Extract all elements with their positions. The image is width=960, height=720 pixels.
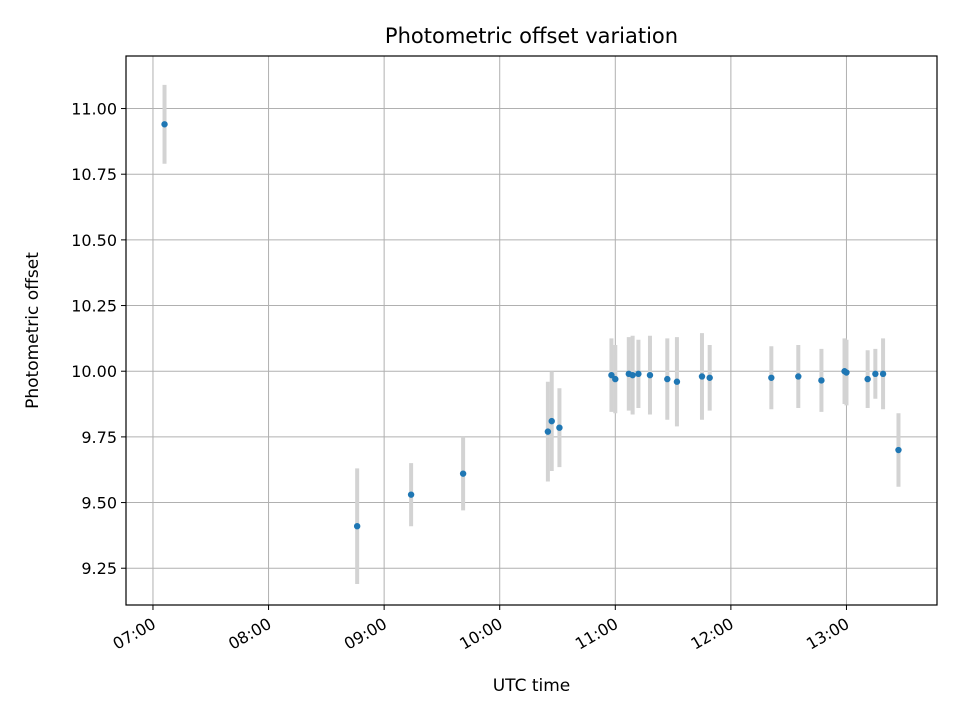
x-tick-label: 07:00 bbox=[110, 614, 159, 654]
x-axis-title: UTC time bbox=[493, 676, 571, 696]
y-tick-label: 9.75 bbox=[81, 428, 117, 447]
data-point bbox=[872, 370, 879, 378]
data-point bbox=[629, 371, 636, 379]
y-tick-label: 10.00 bbox=[71, 362, 117, 381]
y-axis-title: Photometric offset bbox=[23, 252, 43, 409]
error-bars bbox=[162, 84, 901, 584]
data-point bbox=[161, 121, 168, 128]
data-point bbox=[635, 370, 642, 378]
data-point bbox=[544, 428, 552, 435]
x-tick-label: 09:00 bbox=[341, 614, 390, 654]
data-point bbox=[698, 373, 706, 380]
data-point bbox=[459, 470, 467, 477]
plot-frame bbox=[125, 55, 938, 606]
data-point bbox=[843, 369, 850, 376]
data-point bbox=[795, 373, 802, 380]
data-point bbox=[664, 375, 671, 383]
y-tick-label: 10.50 bbox=[71, 231, 117, 250]
y-axis: 9.25 9.50 9.75 10.00 10.25 10.50 10.75 11.00 bbox=[71, 100, 126, 578]
chart-title: Photometric offset variation bbox=[385, 24, 678, 48]
data-points bbox=[161, 121, 902, 530]
data-point bbox=[548, 417, 555, 425]
data-point bbox=[673, 378, 681, 385]
data-point bbox=[608, 371, 615, 379]
data-point bbox=[646, 371, 654, 379]
data-point bbox=[768, 374, 775, 381]
y-tick-label: 9.25 bbox=[81, 559, 117, 578]
x-tick-label: 12:00 bbox=[687, 614, 736, 654]
data-point bbox=[706, 374, 713, 381]
data-point bbox=[818, 377, 825, 384]
y-tick-label: 11.00 bbox=[71, 100, 117, 119]
data-point bbox=[556, 424, 563, 431]
y-tick-label: 9.50 bbox=[81, 494, 117, 513]
data-point bbox=[353, 522, 361, 530]
x-tick-label: 13:00 bbox=[803, 614, 852, 654]
x-tick-label: 10:00 bbox=[456, 614, 505, 654]
x-tick-label: 08:00 bbox=[225, 614, 274, 654]
data-point bbox=[864, 375, 871, 383]
data-point bbox=[407, 491, 415, 498]
x-tick-label: 11:00 bbox=[572, 614, 621, 654]
grid bbox=[126, 56, 937, 605]
y-tick-label: 10.25 bbox=[71, 297, 117, 316]
y-tick-label: 10.75 bbox=[71, 165, 117, 184]
data-point bbox=[612, 375, 619, 383]
x-axis: 07:00 08:00 09:00 10:00 11:00 12:00 13:00 bbox=[110, 605, 852, 654]
data-point bbox=[895, 446, 902, 454]
data-point bbox=[879, 370, 887, 378]
